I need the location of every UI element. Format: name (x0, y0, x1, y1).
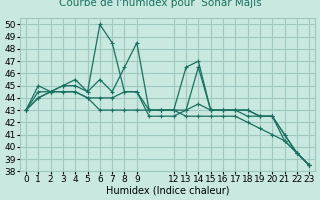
X-axis label: Humidex (Indice chaleur): Humidex (Indice chaleur) (106, 186, 229, 196)
Text: Courbe de l'humidex pour  Sohar Majis: Courbe de l'humidex pour Sohar Majis (59, 0, 261, 8)
